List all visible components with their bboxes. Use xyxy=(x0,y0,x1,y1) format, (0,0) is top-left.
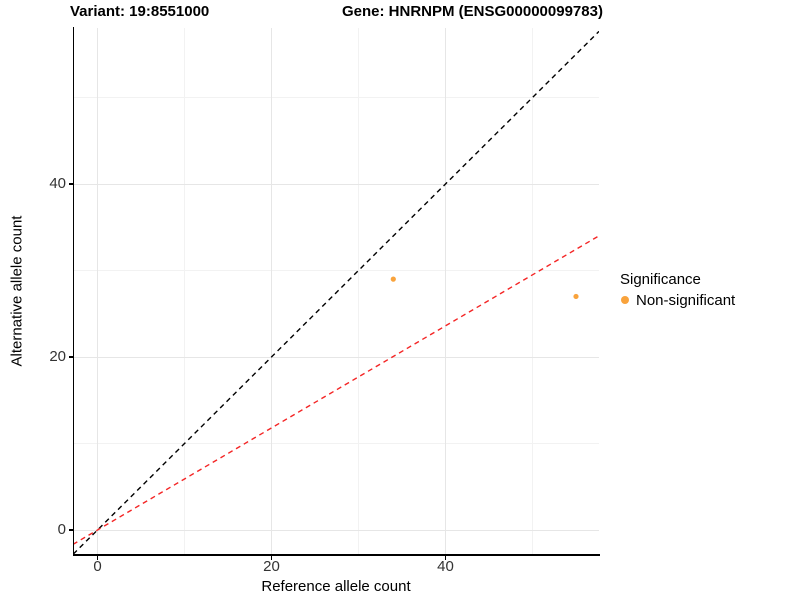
y-tick-mark xyxy=(68,183,73,185)
y-minor-gridline xyxy=(73,97,599,98)
x-tick-mark xyxy=(96,555,99,560)
x-tick-mark xyxy=(444,555,447,560)
y-major-gridline xyxy=(73,356,599,358)
legend-point-icon xyxy=(621,296,629,304)
y-axis-line xyxy=(72,27,74,556)
y-tick-label: 20 xyxy=(49,348,66,365)
data-point xyxy=(390,276,396,282)
x-tick-label: 0 xyxy=(93,558,102,575)
x-tick-label: 20 xyxy=(263,558,280,575)
variant-title: Variant: 19:8551000 xyxy=(70,3,210,20)
gene-title: Gene: HNRNPM (ENSG00000099783) xyxy=(342,3,603,20)
y-minor-gridline xyxy=(73,443,599,444)
y-tick-label: 0 xyxy=(57,521,66,538)
x-major-gridline xyxy=(271,28,272,554)
expected-ratio-line xyxy=(73,235,599,545)
x-minor-gridline xyxy=(532,28,533,554)
y-tick-label: 40 xyxy=(49,175,66,192)
y-major-gridline xyxy=(73,183,599,185)
identity-line xyxy=(73,30,599,554)
y-minor-gridline xyxy=(73,270,599,271)
legend-item-label: Non-significant xyxy=(636,292,736,309)
x-axis-title: Reference allele count xyxy=(261,578,411,595)
plot-panel xyxy=(73,28,599,554)
y-tick-mark xyxy=(68,356,73,358)
x-tick-mark xyxy=(270,555,273,560)
legend-item-non-significant: Non-significant xyxy=(620,292,735,309)
x-minor-gridline xyxy=(184,28,185,554)
y-axis-title: Alternative allele count xyxy=(8,215,26,367)
x-tick-label: 40 xyxy=(437,558,454,575)
plot-layer xyxy=(73,30,599,554)
y-major-gridline xyxy=(73,529,599,531)
x-major-gridline xyxy=(97,28,98,554)
y-tick-mark xyxy=(68,529,73,531)
data-point xyxy=(573,293,579,300)
legend-title: Significance xyxy=(620,271,701,288)
x-minor-gridline xyxy=(358,28,359,554)
x-axis-line xyxy=(72,554,600,556)
x-major-gridline xyxy=(445,28,446,554)
legend: Significance Non-significant xyxy=(620,271,735,309)
